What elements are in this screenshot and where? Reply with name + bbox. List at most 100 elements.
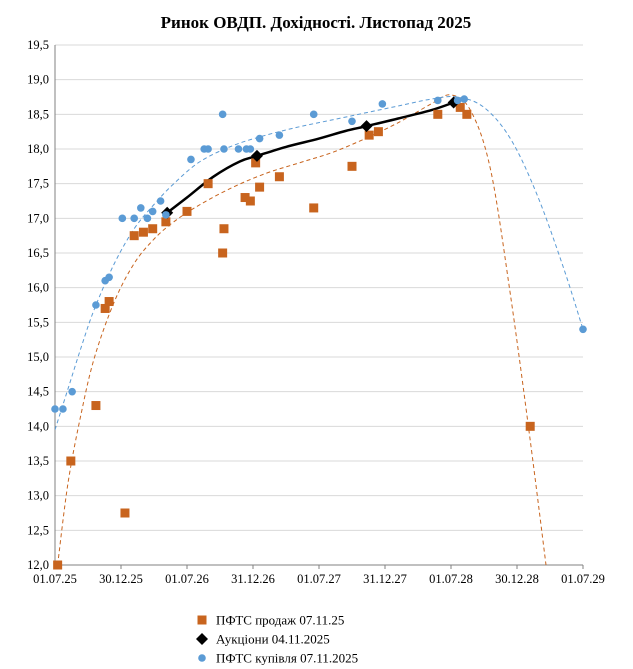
legend-item-buy: ПФТС купівля 07.11.2025 <box>198 651 358 666</box>
sell-point <box>245 196 255 206</box>
sell-point <box>100 303 110 313</box>
sell-point <box>274 172 284 182</box>
y-tick-label: 13,5 <box>27 454 49 468</box>
x-tick-label: 01.07.27 <box>297 572 341 586</box>
legend-marker <box>197 615 207 625</box>
y-tick-label: 12,5 <box>27 523 49 537</box>
y-tick-label: 19,0 <box>27 73 49 87</box>
auction-point <box>360 120 373 133</box>
sell-point <box>525 421 535 431</box>
sell-point <box>255 182 265 192</box>
y-tick-label: 14,5 <box>27 385 49 399</box>
y-tick-label: 16,5 <box>27 246 49 260</box>
buy-point <box>148 207 157 216</box>
buy-point <box>255 134 264 143</box>
sell-point <box>138 227 148 237</box>
y-tick-label: 17,5 <box>27 177 49 191</box>
y-tick-label: 15,5 <box>27 315 49 329</box>
sell-point <box>309 203 319 213</box>
y-tick-label: 14,0 <box>27 419 49 433</box>
y-tick-label: 15,0 <box>27 350 49 364</box>
buy-point <box>92 301 100 309</box>
buy-point <box>137 204 145 212</box>
buy-point <box>130 214 138 223</box>
buy-point <box>378 100 387 108</box>
auction-point <box>250 149 263 162</box>
sell-point <box>148 224 158 234</box>
buy-point <box>105 273 113 282</box>
sell-point <box>182 206 192 216</box>
sell-point <box>129 231 139 241</box>
y-tick-label: 19,5 <box>27 38 49 52</box>
y-tick-label: 16,0 <box>27 281 49 295</box>
sell-point <box>373 127 383 137</box>
sell-point <box>455 102 465 112</box>
sell-point <box>364 130 374 140</box>
buy-point <box>275 131 284 139</box>
data-points <box>51 95 587 570</box>
buy-point <box>434 96 442 105</box>
sell-point <box>218 248 228 258</box>
buy-point <box>59 405 67 413</box>
x-tick-label: 01.07.28 <box>429 572 473 586</box>
buy-point <box>156 197 165 205</box>
buy-point <box>348 117 356 126</box>
buy-point <box>579 325 587 334</box>
buy-point <box>234 145 243 153</box>
sell-point <box>203 179 213 189</box>
sell-point <box>161 217 171 227</box>
axes <box>54 45 584 569</box>
y-tick-label: 18,0 <box>27 142 49 156</box>
y-tick-label: 17,0 <box>27 211 49 225</box>
gridlines <box>55 44 583 566</box>
trendline-auctions <box>166 101 455 214</box>
sell-point <box>120 508 130 518</box>
sell-point <box>433 109 443 119</box>
buy-point <box>143 214 152 223</box>
legend-marker <box>196 633 208 645</box>
buy-point <box>218 110 227 119</box>
buy-point <box>204 145 212 153</box>
sell-point <box>240 193 250 203</box>
buy-point <box>51 405 59 413</box>
x-tick-label: 30.12.28 <box>495 572 539 586</box>
x-tick-label: 31.12.27 <box>363 572 407 586</box>
buy-point <box>309 110 318 119</box>
sell-point <box>66 456 76 466</box>
legend-label: ПФТС продаж 07.11.25 <box>216 613 344 628</box>
x-tick-label: 01.07.26 <box>165 572 209 586</box>
legend-marker <box>198 654 206 662</box>
legend-label: ПФТС купівля 07.11.2025 <box>216 651 358 666</box>
buy-point <box>453 96 462 105</box>
buy-point <box>187 155 195 164</box>
legend-item-auctions: Аукціони 04.11.2025 <box>196 632 330 647</box>
x-tick-label: 31.12.26 <box>231 572 275 586</box>
sell-point <box>251 158 261 168</box>
sell-point <box>219 224 229 234</box>
sell-point <box>53 560 63 570</box>
buy-point <box>246 145 255 153</box>
x-tick-label: 01.07.25 <box>33 572 77 586</box>
legend-item-sell: ПФТС продаж 07.11.25 <box>197 613 344 628</box>
legend-label: Аукціони 04.11.2025 <box>216 632 330 647</box>
trendlines <box>55 94 583 565</box>
buy-point <box>118 214 127 223</box>
sell-point <box>91 401 101 411</box>
buy-point <box>68 387 76 396</box>
x-tick-label: 30.12.25 <box>99 572 143 586</box>
buy-point <box>460 95 469 103</box>
sell-point <box>462 109 472 119</box>
trendline-dashed <box>55 96 583 430</box>
chart-title: Ринок ОВДП. Дохідності. Листопад 2025 <box>161 13 472 32</box>
legend: ПФТС продаж 07.11.25 Аукціони 04.11.2025 П… <box>196 613 358 666</box>
buy-point <box>220 145 228 153</box>
sell-point <box>104 297 114 307</box>
x-tick-label: 01.07.29 <box>561 572 605 586</box>
y-tick-label: 12,0 <box>27 558 49 572</box>
tick-labels: 12,0 12,5 13,0 13,5 14,0 14,5 15,0 15,5 16,0 16,5… <box>27 38 605 586</box>
y-tick-label: 18,5 <box>27 107 49 121</box>
trendline-dashed <box>57 94 547 565</box>
buy-point <box>162 211 170 219</box>
y-tick-label: 13,0 <box>27 489 49 503</box>
